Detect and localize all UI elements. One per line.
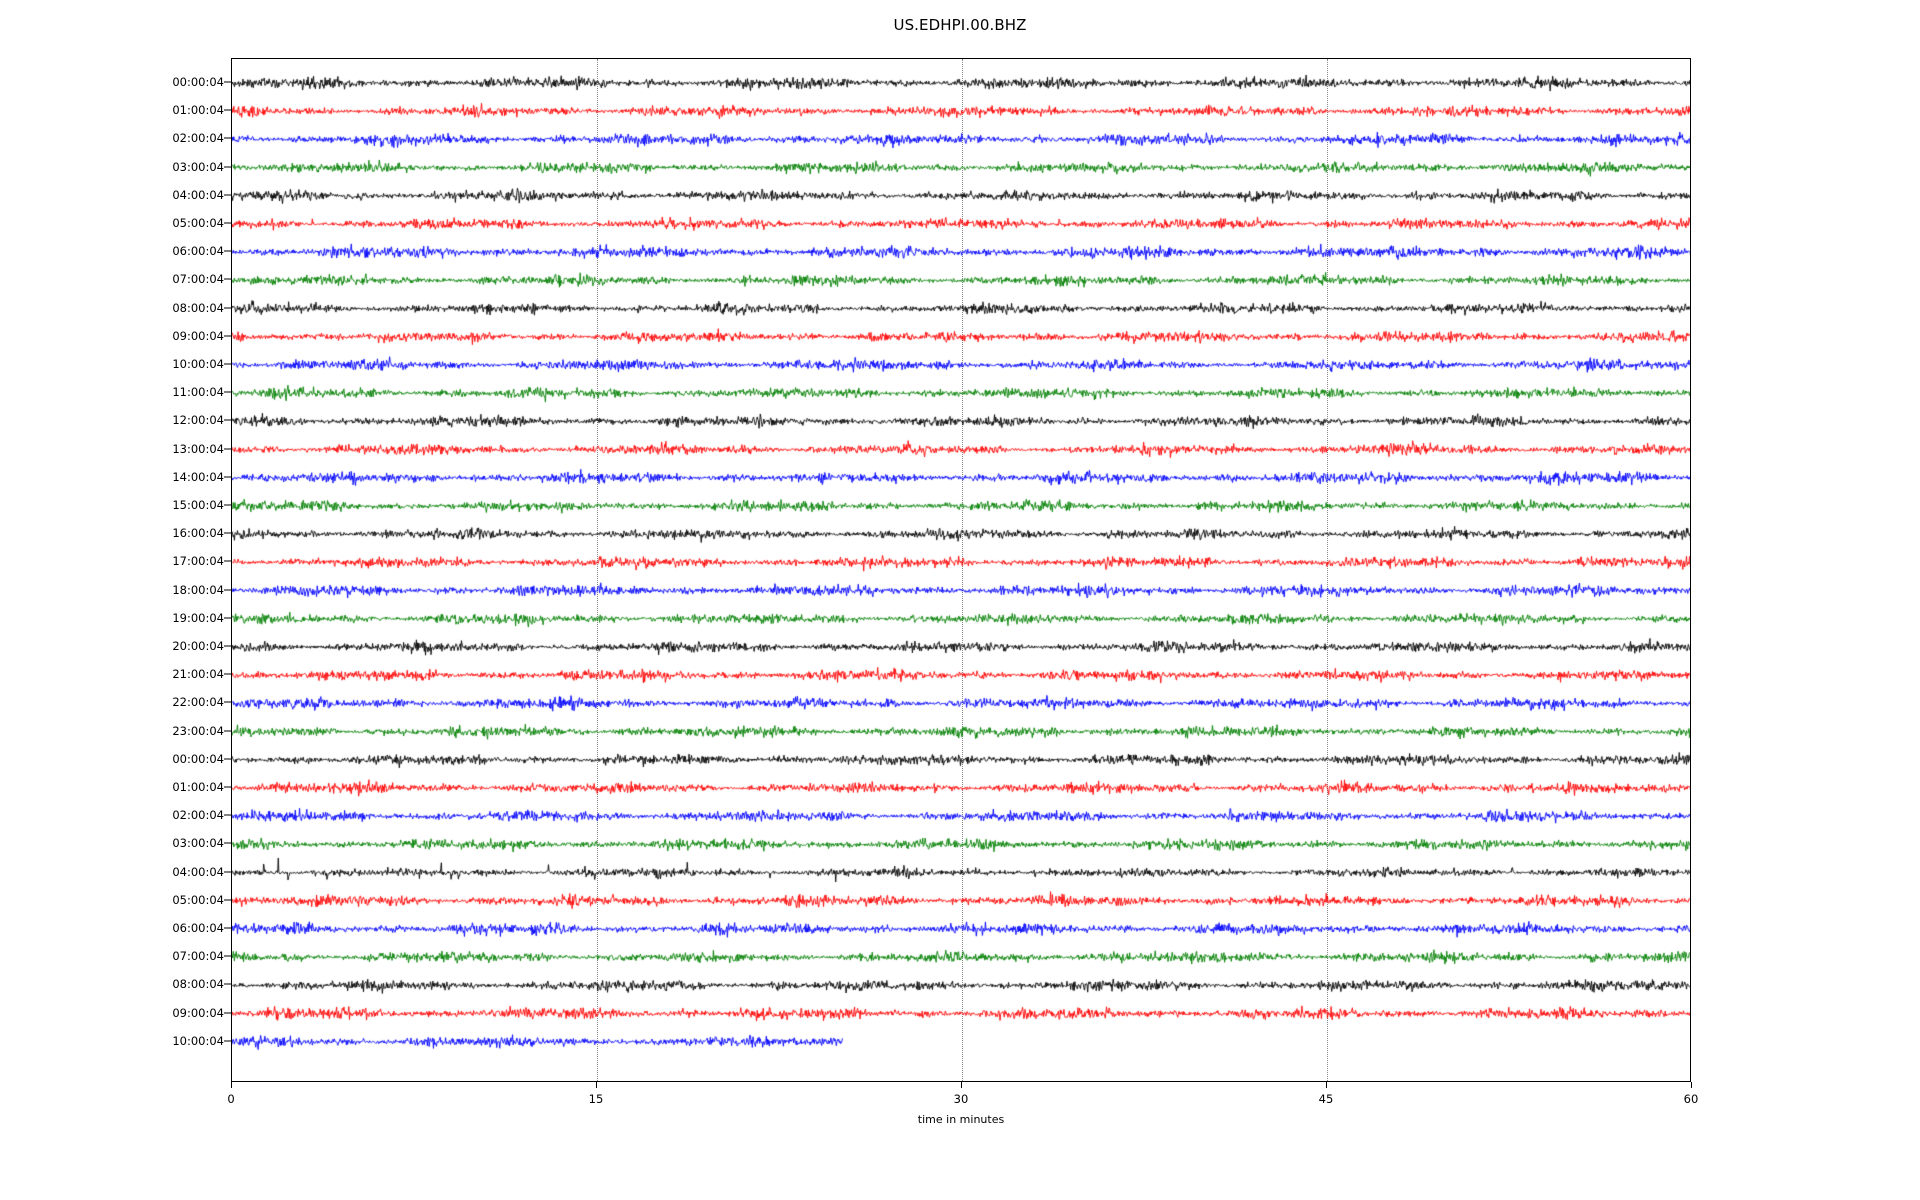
y-tick-label: 13:00:04 (172, 441, 224, 456)
y-tick-mark (224, 504, 231, 506)
y-tick-mark (224, 166, 231, 168)
y-tick-mark (224, 673, 231, 675)
plot-area[interactable] (231, 58, 1691, 1082)
y-tick-mark (224, 701, 231, 703)
y-tick-label: 22:00:04 (172, 695, 224, 710)
y-tick-mark (224, 560, 231, 562)
y-tick-label: 01:00:04 (172, 103, 224, 118)
y-tick-label: 05:00:04 (172, 216, 224, 230)
y-tick-label: 02:00:04 (172, 131, 224, 146)
y-tick-label: 04:00:04 (172, 864, 224, 879)
y-tick-label: 12:00:04 (172, 413, 224, 428)
y-tick-label: 20:00:04 (172, 639, 224, 653)
y-tick-label: 09:00:04 (172, 1005, 224, 1020)
y-tick-label: 06:00:04 (172, 921, 224, 935)
y-tick-mark (224, 194, 231, 196)
y-tick-mark (224, 363, 231, 365)
y-tick-label: 08:00:04 (172, 977, 224, 992)
y-tick-label: 04:00:04 (172, 187, 224, 202)
y-tick-label: 01:00:04 (172, 780, 224, 794)
y-tick-mark (224, 1012, 231, 1014)
x-tick-mark (1326, 1082, 1327, 1088)
y-tick-mark (224, 278, 231, 280)
y-tick-label: 14:00:04 (172, 469, 224, 484)
y-tick-mark (224, 814, 231, 816)
y-tick-label: 23:00:04 (172, 723, 224, 738)
y-tick-label: 00:00:04 (172, 751, 224, 766)
y-tick-label: 07:00:04 (172, 272, 224, 287)
y-tick-label: 18:00:04 (172, 582, 224, 597)
y-tick-mark (224, 81, 231, 83)
y-tick-mark (224, 730, 231, 732)
y-tick-mark (224, 532, 231, 534)
y-tick-label: 09:00:04 (172, 328, 224, 343)
y-tick-label: 03:00:04 (172, 159, 224, 174)
y-tick-mark (224, 137, 231, 139)
y-tick-mark (224, 476, 231, 478)
y-tick-label: 17:00:04 (172, 554, 224, 569)
y-tick-mark (224, 758, 231, 760)
x-tick-mark (1691, 1082, 1692, 1088)
y-tick-label: 03:00:04 (172, 836, 224, 851)
y-tick-mark (224, 645, 231, 647)
y-tick-label: 02:00:04 (172, 808, 224, 823)
x-tick-mark (231, 1082, 232, 1088)
y-tick-mark (224, 589, 231, 591)
y-tick-label: 00:00:04 (172, 75, 224, 89)
y-tick-mark (224, 448, 231, 450)
y-tick-mark (224, 335, 231, 337)
y-tick-mark (224, 842, 231, 844)
y-tick-mark (224, 927, 231, 929)
helicorder-trace-canvas (232, 59, 1690, 1081)
y-tick-label: 08:00:04 (172, 300, 224, 315)
x-tick-label: 0 (227, 1092, 235, 1106)
y-tick-label: 07:00:04 (172, 949, 224, 964)
y-tick-mark (224, 391, 231, 393)
y-tick-label: 10:00:04 (172, 357, 224, 371)
x-tick-label: 45 (1318, 1092, 1334, 1106)
waveform-traces (232, 59, 1690, 1081)
y-tick-label: 06:00:04 (172, 244, 224, 259)
y-tick-label: 16:00:04 (172, 526, 224, 541)
y-tick-mark (224, 1040, 231, 1042)
y-tick-mark (224, 307, 231, 309)
x-axis-label: time in minutes (917, 1113, 1005, 1126)
y-tick-mark (224, 786, 231, 788)
x-tick-label: 30 (953, 1092, 969, 1106)
x-tick-mark (596, 1082, 597, 1088)
y-tick-label: 19:00:04 (172, 610, 224, 625)
y-tick-mark (224, 983, 231, 985)
x-tick-label: 15 (588, 1092, 604, 1106)
y-tick-mark (224, 419, 231, 421)
x-tick-mark (961, 1082, 962, 1088)
x-tick-label: 60 (1683, 1092, 1699, 1106)
y-tick-mark (224, 617, 231, 619)
y-tick-mark (224, 250, 231, 252)
y-tick-mark (224, 955, 231, 957)
y-tick-mark (224, 899, 231, 901)
y-tick-label: 10:00:04 (172, 1033, 224, 1048)
y-tick-label: 15:00:04 (172, 498, 224, 512)
y-tick-label: 21:00:04 (172, 667, 224, 682)
y-tick-mark (224, 222, 231, 224)
y-tick-label: 05:00:04 (172, 892, 224, 907)
y-tick-label: 11:00:04 (172, 385, 224, 400)
y-tick-mark (224, 871, 231, 873)
page-title: US.EDHPI.00.BHZ (893, 16, 1027, 34)
y-tick-mark (224, 109, 231, 111)
